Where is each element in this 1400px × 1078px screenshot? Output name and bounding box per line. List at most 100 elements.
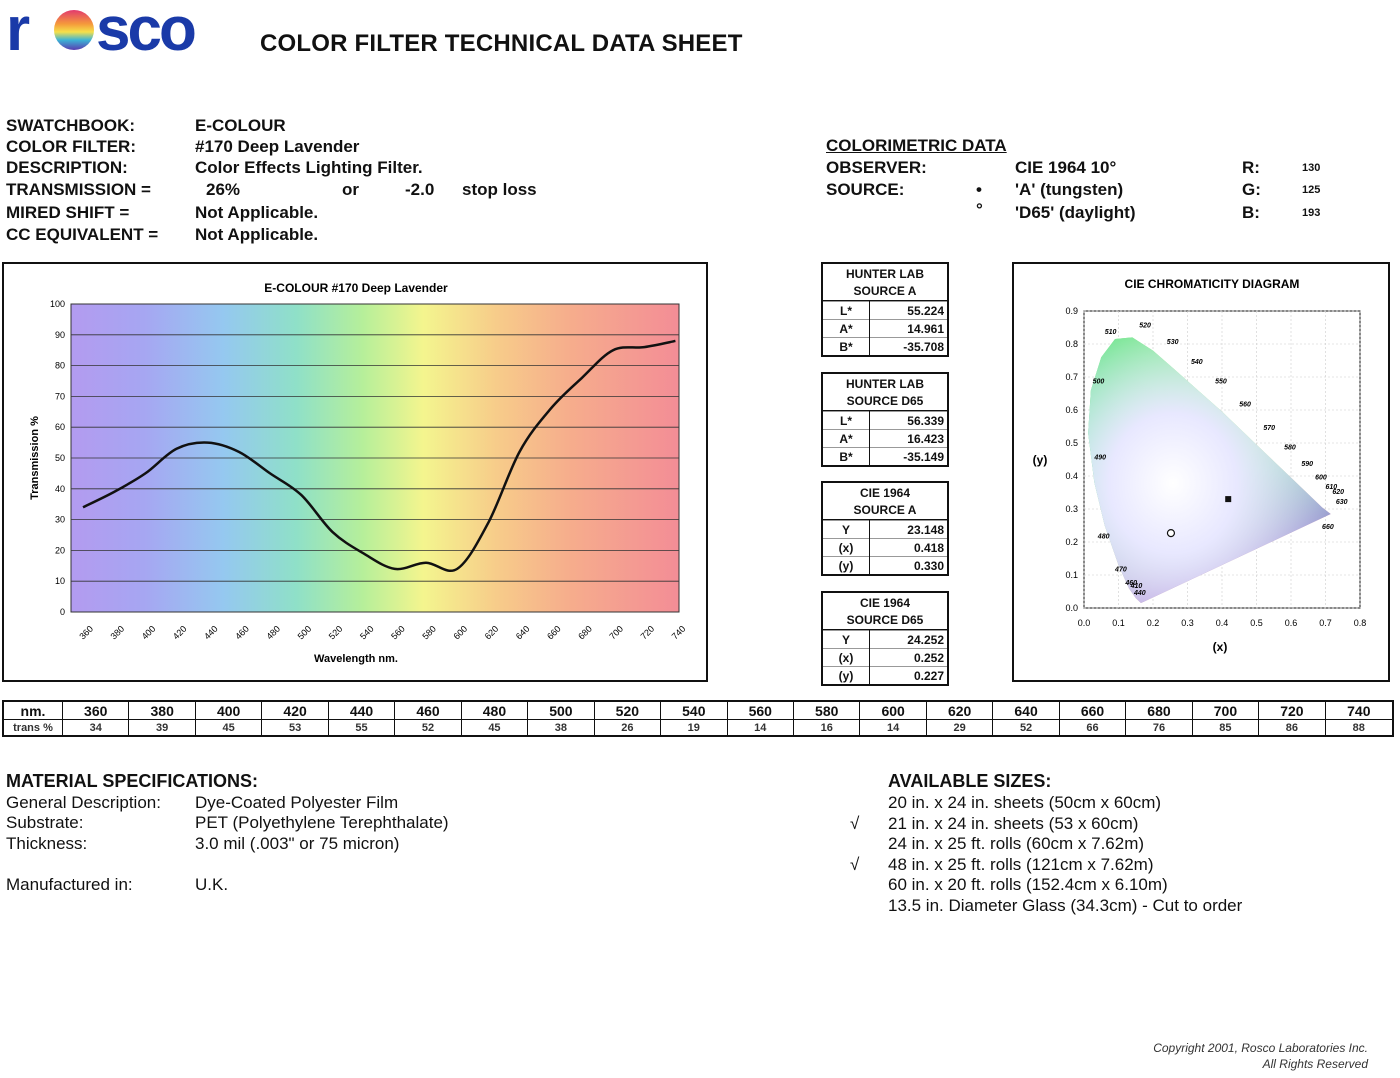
- transmission-cell: 14: [859, 719, 927, 736]
- white-point-glow: [1088, 337, 1331, 604]
- cie-x-tick: 0.1: [1112, 618, 1125, 628]
- chart-title: E-COLOUR #170 Deep Lavender: [264, 281, 448, 295]
- y-tick-label: 40: [55, 484, 65, 494]
- panel-title: HUNTER LAB: [846, 377, 924, 391]
- panel-key: (y): [823, 666, 870, 684]
- x-tick-label: 460: [233, 624, 251, 642]
- row-label-nm: nm.: [3, 701, 63, 720]
- cie-x-label: (x): [1213, 640, 1228, 654]
- cie-y-tick: 0.6: [1065, 405, 1078, 415]
- cie-y-tick: 0.4: [1065, 471, 1078, 481]
- size-item: 21 in. x 24 in. sheets (53 x 60cm): [888, 813, 1139, 833]
- description-label: DESCRIPTION:: [6, 158, 128, 177]
- panel-key: L*: [823, 411, 870, 430]
- wavelength-cell: 500: [527, 701, 595, 720]
- transmission-cell: 14: [726, 719, 794, 736]
- x-axis-label: Wavelength nm.: [314, 653, 398, 665]
- svg-text:r: r: [6, 0, 30, 60]
- substrate-label: Substrate:: [6, 813, 84, 832]
- transmission-cell: 52: [394, 719, 462, 736]
- panel-header: HUNTER LAB SOURCE D65: [823, 374, 947, 411]
- y-tick-label: 30: [55, 515, 65, 525]
- panel-value: -35.708: [869, 337, 947, 355]
- color-data-panel: HUNTER LAB SOURCE D65 L* 56.339 A* 16.423 B* -3…: [821, 372, 949, 467]
- source-d65-point: [1166, 528, 1176, 538]
- transmission-cell: 19: [660, 719, 728, 736]
- wavelength-label: 630: [1336, 499, 1348, 506]
- cie-x-tick: 0.7: [1319, 618, 1332, 628]
- b-label: B:: [1242, 203, 1260, 222]
- wavelength-cell: 640: [992, 701, 1060, 720]
- x-tick-label: 740: [670, 624, 688, 642]
- panel-row: L* 56.339: [823, 411, 947, 430]
- panel-title: CIE 1964: [859, 486, 911, 500]
- cie-x-tick: 0.5: [1250, 618, 1263, 628]
- transmission-cell: 55: [327, 719, 395, 736]
- x-tick-label: 580: [420, 624, 438, 642]
- wavelength-cell: 480: [460, 701, 528, 720]
- cie-y-tick: 0.5: [1065, 438, 1078, 448]
- wavelength-label: 530: [1167, 339, 1179, 346]
- transmission-label: TRANSMISSION =: [6, 180, 151, 199]
- wavelength-label: 520: [1139, 323, 1151, 330]
- cie-y-tick: 0.9: [1065, 306, 1078, 316]
- g-label: G:: [1242, 180, 1261, 199]
- substrate-value: PET (Polyethylene Terephthalate): [195, 813, 449, 832]
- x-tick-label: 680: [576, 624, 594, 642]
- g-value: 125: [1302, 184, 1321, 196]
- wavelength-label: 440: [1133, 590, 1146, 597]
- y-tick-label: 10: [55, 576, 65, 586]
- panel-key: (x): [823, 538, 870, 557]
- panel-value: 0.330: [869, 556, 947, 574]
- thickness-value: 3.0 mil (.003" or 75 micron): [195, 834, 400, 853]
- transmission-cell: 86: [1258, 719, 1326, 736]
- wavelength-label: 580: [1284, 445, 1296, 452]
- wavelength-label: 540: [1191, 359, 1203, 366]
- y-axis-label: Transmission %: [29, 416, 41, 500]
- cc-label: CC EQUIVALENT =: [6, 225, 159, 244]
- swatchbook-value: E-COLOUR: [195, 116, 286, 135]
- cc-value: Not Applicable.: [195, 225, 319, 244]
- x-tick-label: 500: [296, 624, 314, 642]
- size-item: 48 in. x 25 ft. rolls (121cm x 7.62m): [888, 854, 1154, 874]
- y-tick-label: 60: [55, 422, 65, 432]
- transmission-cell: 34: [61, 719, 129, 736]
- size-check-icon: √: [850, 854, 860, 874]
- wavelength-data-table: nm. 360 380 400 420 440 460 480 500 520 540 560 580 6…: [2, 700, 1394, 737]
- wavelength-cell: 740: [1324, 701, 1393, 720]
- copyright: Copyright 2001, Rosco Laboratories Inc. …: [1153, 1040, 1368, 1072]
- panel-value: 56.339: [869, 411, 947, 430]
- wavelength-cell: 660: [1058, 701, 1126, 720]
- y-tick-label: 80: [55, 361, 65, 371]
- b-value: 193: [1302, 207, 1321, 219]
- source-a-point: [1225, 496, 1232, 503]
- cie-y-label: (y): [1033, 453, 1048, 467]
- mired-label: MIRED SHIFT =: [6, 203, 130, 222]
- panel-value: -35.149: [869, 447, 947, 465]
- wavelength-cell: 620: [925, 701, 993, 720]
- colorimetric-title: COLORIMETRIC DATA: [826, 136, 1007, 155]
- wavelength-cell: 460: [394, 701, 462, 720]
- transmission-chart-box: 0 10 20 30 40 50 60 70 80 90 100 360 380 400 420 440 46…: [2, 262, 708, 682]
- panel-row: (y) 0.227: [823, 666, 947, 684]
- wavelength-label: 560: [1239, 402, 1251, 409]
- size-check-icon: √: [850, 813, 860, 833]
- x-tick-label: 380: [109, 624, 127, 642]
- panel-key: Y: [823, 630, 870, 649]
- transmission-cell: 16: [792, 719, 860, 736]
- panel-value: 16.423: [869, 429, 947, 448]
- panel-title: HUNTER LAB: [846, 267, 924, 281]
- wavelength-cell: 700: [1191, 701, 1259, 720]
- panel-value: 0.227: [869, 666, 947, 684]
- size-item: 60 in. x 20 ft. rolls (152.4cm x 6.10m): [888, 875, 1168, 895]
- cie-y-tick: 0.8: [1065, 339, 1078, 349]
- wavelength-cell: 580: [792, 701, 860, 720]
- transmission-curve: [82, 339, 676, 572]
- cie-x-tick: 0.2: [1147, 618, 1160, 628]
- y-tick-label: 20: [55, 545, 65, 555]
- observer-label: OBSERVER:: [826, 158, 927, 177]
- panel-row: Y 23.148: [823, 520, 947, 539]
- transmission-chart: 0 10 20 30 40 50 60 70 80 90 100 360 380 400 420 440 46…: [29, 281, 688, 665]
- panel-key: B*: [823, 447, 870, 465]
- manufactured-value: U.K.: [195, 875, 229, 894]
